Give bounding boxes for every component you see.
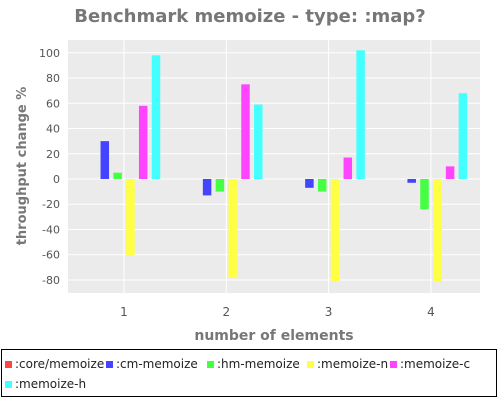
legend-item: :hm-memoize: [207, 356, 300, 372]
bar-memoize-h-3: [356, 50, 365, 179]
y-tick-labels: -80 -60 -40 -20 0 20 40 60 80 100: [39, 47, 60, 287]
bar-memoize-h-2: [254, 105, 262, 179]
bar-cm-memoize-3: [305, 179, 314, 188]
legend-item: :memoize-h: [5, 376, 86, 392]
y-tick-label: -20: [42, 198, 60, 211]
bar-hm-memoize-2: [216, 179, 225, 192]
bar-memoize-c-2: [241, 84, 250, 179]
y-tick-label: -60: [42, 249, 60, 262]
x-tick-labels: 1 2 3 4: [120, 305, 435, 319]
bar-memoize-c-3: [344, 158, 353, 179]
legend: :core/memoize :cm-memoize :hm-memoize :memo…: [1, 349, 497, 397]
y-tick-label: 60: [46, 97, 60, 110]
legend-label: :cm-memoize: [116, 357, 198, 371]
x-tick-label: 3: [325, 305, 333, 319]
bar-memoize-h-1: [152, 55, 161, 179]
bar-memoize-n-3: [331, 179, 340, 281]
bar-cm-memoize-2: [203, 179, 212, 195]
x-tick-label: 4: [427, 305, 435, 319]
bar-hm-memoize-4: [420, 179, 429, 209]
y-tick-label: -80: [42, 274, 60, 287]
legend-item: :core/memoize: [5, 356, 104, 372]
x-tick-label: 2: [222, 305, 230, 319]
y-tick-label: 20: [46, 148, 60, 161]
bar-cm-memoize-1: [101, 141, 110, 179]
legend-swatch: [390, 361, 397, 368]
legend-label: :memoize-c: [400, 357, 470, 371]
legend-label: :core/memoize: [15, 357, 104, 371]
legend-label: :hm-memoize: [217, 357, 300, 371]
y-axis-title: throughput change %: [15, 87, 30, 246]
bar-memoize-n-4: [433, 179, 442, 281]
legend-swatch: [5, 381, 12, 388]
y-tick-label: 40: [46, 123, 60, 136]
legend-label: :memoize-h: [15, 377, 86, 391]
legend-swatch: [207, 361, 214, 368]
bar-memoize-c-1: [139, 106, 148, 179]
y-tick-label: 100: [39, 47, 60, 60]
bar-cm-memoize-4: [407, 179, 416, 183]
x-tick-label: 1: [120, 305, 128, 319]
bar-hm-memoize-3: [318, 179, 327, 192]
legend-swatch: [307, 361, 314, 368]
y-tick-label: 80: [46, 72, 60, 85]
legend-swatch: [5, 361, 12, 368]
x-axis-title: number of elements: [194, 328, 353, 344]
legend-item: :cm-memoize: [106, 356, 198, 372]
bar-memoize-n-2: [228, 179, 237, 277]
bar-memoize-h-4: [459, 93, 468, 179]
legend-item: :memoize-c: [390, 356, 470, 372]
y-tick-label: -40: [42, 223, 60, 236]
legend-swatch: [106, 361, 113, 368]
chart-title: Benchmark memoize - type: :map?: [74, 6, 426, 27]
legend-label: :memoize-n: [317, 357, 388, 371]
y-tick-label: 0: [53, 173, 60, 186]
bar-hm-memoize-1: [113, 173, 122, 179]
chart: Benchmark memoize - type: :map? -80 -60 -4…: [0, 0, 500, 350]
bar-memoize-c-4: [446, 166, 455, 179]
bar-memoize-n-1: [126, 179, 134, 256]
legend-item: :memoize-n: [307, 356, 388, 372]
